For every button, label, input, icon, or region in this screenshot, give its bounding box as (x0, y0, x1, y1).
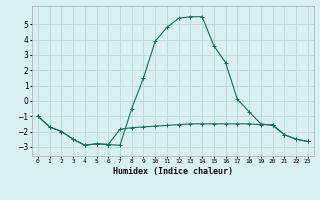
X-axis label: Humidex (Indice chaleur): Humidex (Indice chaleur) (113, 167, 233, 176)
